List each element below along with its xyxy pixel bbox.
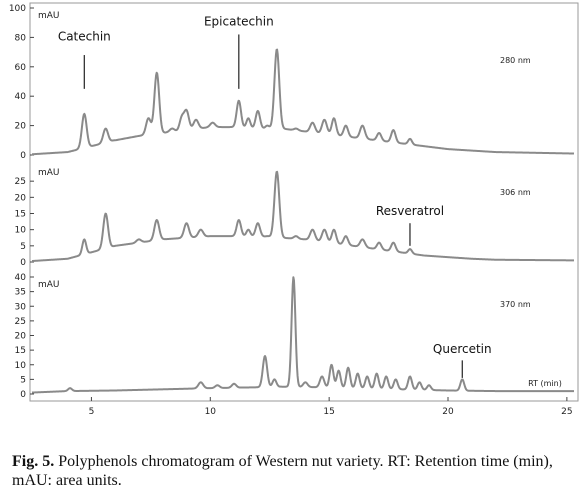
y-tick-label: 15 (15, 346, 26, 356)
x-tick-label: 10 (205, 407, 217, 417)
y-tick-label: 35 (15, 288, 26, 298)
x-axis-title: RT (min) (528, 379, 562, 388)
y-tick-label: 25 (15, 317, 26, 327)
x-tick-label: 5 (89, 407, 95, 417)
y-tick-label: 10 (15, 226, 27, 236)
panel-unit-label: mAU (38, 168, 60, 178)
panel-wavelength-label: 280 nm (500, 56, 531, 65)
panel-unit-label: mAU (38, 280, 60, 290)
x-tick-label: 20 (442, 407, 454, 417)
y-tick-label: 0 (20, 151, 26, 161)
y-tick-label: 25 (15, 177, 26, 187)
y-tick-label: 20 (15, 193, 27, 203)
y-tick-label: 20 (15, 122, 27, 132)
peak-annotation-label: Quercetin (433, 342, 492, 356)
chromatogram-trace (31, 170, 575, 263)
caption-fig-label: Fig. 5. (12, 453, 55, 470)
x-tick-label: 25 (561, 407, 572, 417)
y-tick-label: 20 (15, 332, 27, 342)
panel-unit-label: mAU (38, 11, 60, 21)
y-tick-label: 40 (15, 273, 27, 283)
chart-frame (29, 2, 579, 402)
y-tick-label: 40 (15, 92, 27, 102)
y-tick-label: 15 (15, 210, 26, 220)
caption-text: Polyphenols chromatogram of Western nut … (12, 453, 553, 489)
x-tick-label: 15 (323, 407, 334, 417)
figure-caption: Fig. 5. Polyphenols chromatogram of West… (12, 452, 568, 490)
peak-annotation-label: Epicatechin (204, 15, 274, 29)
y-tick-label: 5 (20, 242, 26, 252)
peak-annotation-label: Resveratrol (376, 204, 444, 218)
panel-wavelength-label: 306 nm (500, 188, 531, 197)
y-tick-label: 0 (20, 258, 26, 268)
y-tick-label: 5 (20, 375, 26, 385)
peak-annotation-label: Catechin (58, 29, 111, 43)
y-tick-label: 30 (15, 302, 27, 312)
y-tick-label: 0 (20, 390, 26, 400)
y-tick-label: 10 (15, 361, 27, 371)
y-tick-label: 80 (15, 33, 27, 43)
y-tick-label: 60 (15, 63, 27, 73)
chromatogram-trace (31, 48, 575, 156)
panel-wavelength-label: 370 nm (500, 300, 531, 309)
chromatogram-trace (31, 276, 575, 394)
y-tick-label: 100 (9, 4, 26, 14)
